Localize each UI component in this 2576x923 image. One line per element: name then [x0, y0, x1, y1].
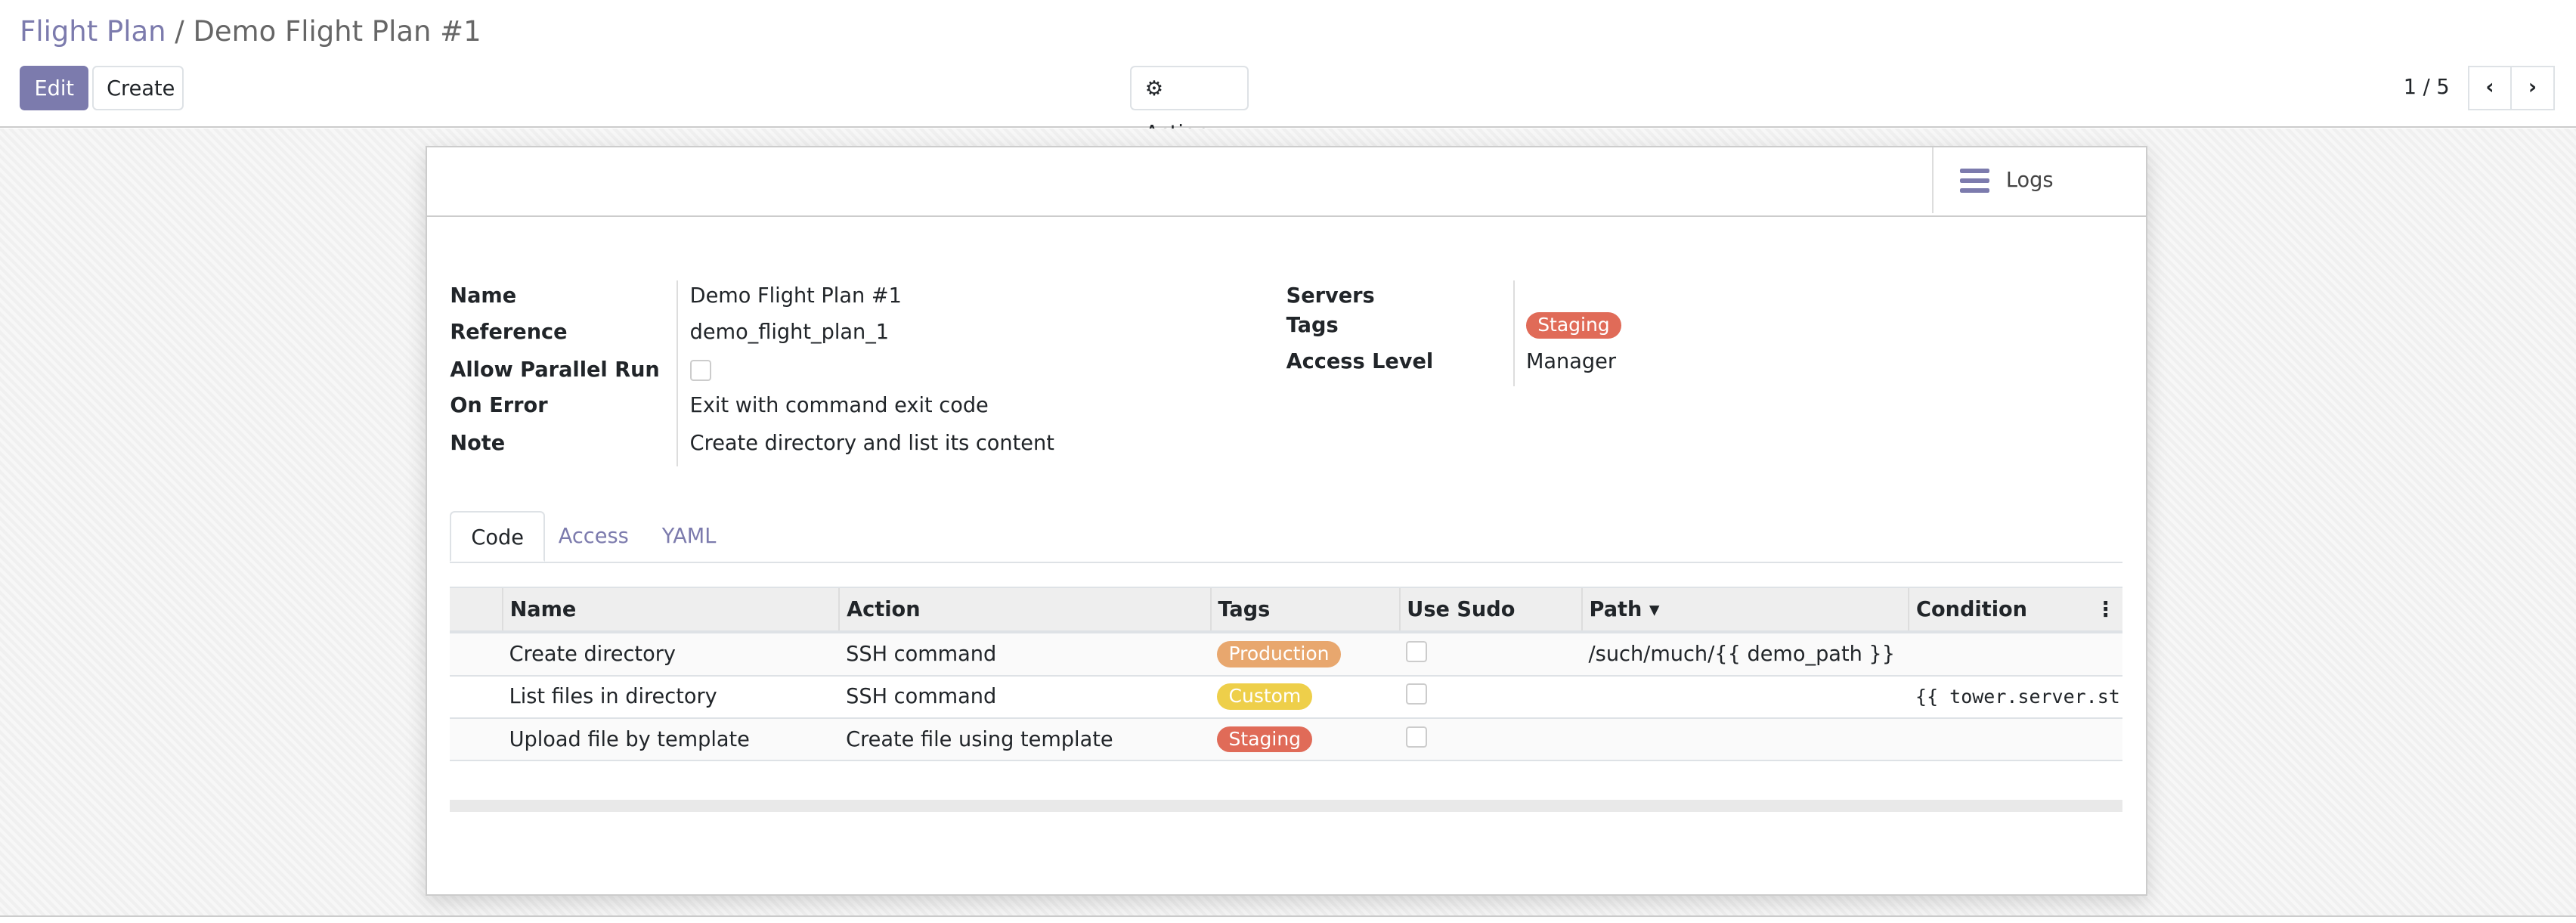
bottom-divider — [0, 915, 2576, 923]
column-header-name[interactable]: Name — [501, 586, 840, 634]
pager-value[interactable]: 1 / 5 — [2403, 75, 2450, 99]
cell-path — [1581, 675, 1909, 719]
tag-badge: Staging — [1217, 726, 1313, 753]
cell-name: List files in directory — [502, 675, 840, 719]
create-button[interactable]: Create — [91, 65, 184, 110]
tag-badge: Staging — [1525, 311, 1621, 339]
reference-value: demo_flight_plan_1 — [689, 320, 890, 344]
use-sudo-checkbox[interactable] — [1406, 683, 1428, 705]
use-sudo-checkbox[interactable] — [1406, 726, 1428, 748]
sheet-header: Logs — [426, 147, 2146, 217]
cell-path — [1581, 717, 1909, 762]
cell-action: SSH command — [839, 632, 1211, 677]
name-value: Demo Flight Plan #1 — [689, 283, 902, 308]
cell-name: Upload file by template — [502, 717, 840, 762]
tab-access[interactable]: Access — [558, 524, 629, 548]
column-options-icon[interactable]: ⋮ — [2095, 597, 2116, 621]
tag-badge: Custom — [1217, 683, 1313, 711]
edit-button[interactable]: Edit — [20, 65, 89, 110]
cell-path: /such/much/{{ demo_path }} — [1581, 632, 1909, 677]
control-panel: Flight Plan / Demo Flight Plan #1 Edit C… — [0, 0, 2576, 145]
note-value: Create directory and list its content — [689, 432, 1054, 456]
tags-label: Tags — [1286, 313, 1339, 337]
use-sudo-checkbox[interactable] — [1406, 640, 1428, 662]
notebook-tabs: Code Access YAML — [450, 510, 2122, 564]
chevron-left-icon[interactable]: ‹ — [2467, 65, 2513, 110]
gear-icon: ⚙ — [1144, 76, 1164, 101]
tag-badge: Production — [1217, 641, 1341, 667]
field-separator — [677, 280, 679, 467]
bars-icon — [1959, 163, 1990, 198]
chevron-right-icon[interactable]: › — [2510, 65, 2555, 110]
allow-parallel-label: Allow Parallel Run — [450, 358, 660, 382]
column-header-tags[interactable]: Tags — [1209, 586, 1400, 634]
on-error-value: Exit with command exit code — [689, 394, 989, 418]
breadcrumb-current: Demo Flight Plan #1 — [193, 14, 481, 48]
note-label: Note — [450, 432, 506, 456]
field-separator — [1512, 280, 1515, 386]
tab-code[interactable]: Code — [450, 510, 546, 562]
breadcrumb: Flight Plan / Demo Flight Plan #1 — [20, 15, 481, 48]
horizontal-scrollbar[interactable] — [450, 800, 2122, 812]
sort-down-icon: ▾ — [1649, 597, 1660, 621]
access-level-label: Access Level — [1286, 349, 1434, 373]
column-header-path[interactable]: Path ▾ — [1581, 586, 1909, 634]
cell-name: Create directory — [502, 632, 840, 677]
column-header-action[interactable]: Action — [838, 586, 1211, 634]
column-header-use-sudo[interactable]: Use Sudo — [1398, 586, 1582, 634]
tab-yaml[interactable]: YAML — [661, 524, 717, 548]
cell-action: Create file using template — [839, 717, 1211, 762]
breadcrumb-parent-link[interactable]: Flight Plan — [20, 14, 166, 48]
handle-column-header — [450, 586, 503, 634]
cell-condition — [1909, 632, 2122, 677]
cell-action: SSH command — [839, 675, 1211, 719]
column-header-condition[interactable]: Condition ⋮ — [1908, 586, 2122, 634]
allow-parallel-checkbox[interactable] — [689, 359, 711, 386]
access-level-value: Manager — [1525, 349, 1617, 373]
tags-value: Staging — [1525, 311, 1621, 339]
code-table: Name Action Tags Use Sudo Path ▾ Conditi… — [450, 586, 2122, 762]
table-row[interactable]: List files in directory SSH command Cust… — [450, 675, 2122, 719]
form-sheet: Logs Name Demo Flight Plan #1 Reference … — [425, 146, 2147, 896]
table-row[interactable]: Create directory SSH command Production … — [450, 632, 2122, 677]
action-button[interactable]: ⚙ Action — [1130, 65, 1249, 145]
condition-header-label: Condition — [1916, 597, 2027, 621]
table-row[interactable]: Upload file by template Create file usin… — [450, 717, 2122, 762]
path-header-label: Path — [1589, 597, 1643, 621]
reference-label: Reference — [450, 320, 568, 344]
name-label: Name — [450, 283, 517, 308]
cell-condition — [1909, 717, 2122, 762]
logs-label: Logs — [2005, 169, 2054, 193]
servers-label: Servers — [1286, 283, 1375, 308]
on-error-label: On Error — [450, 394, 548, 418]
cell-condition: {{ tower.server.st — [1909, 675, 2122, 719]
breadcrumb-separator: / — [175, 14, 184, 48]
logs-button[interactable]: Logs — [1932, 147, 2146, 214]
